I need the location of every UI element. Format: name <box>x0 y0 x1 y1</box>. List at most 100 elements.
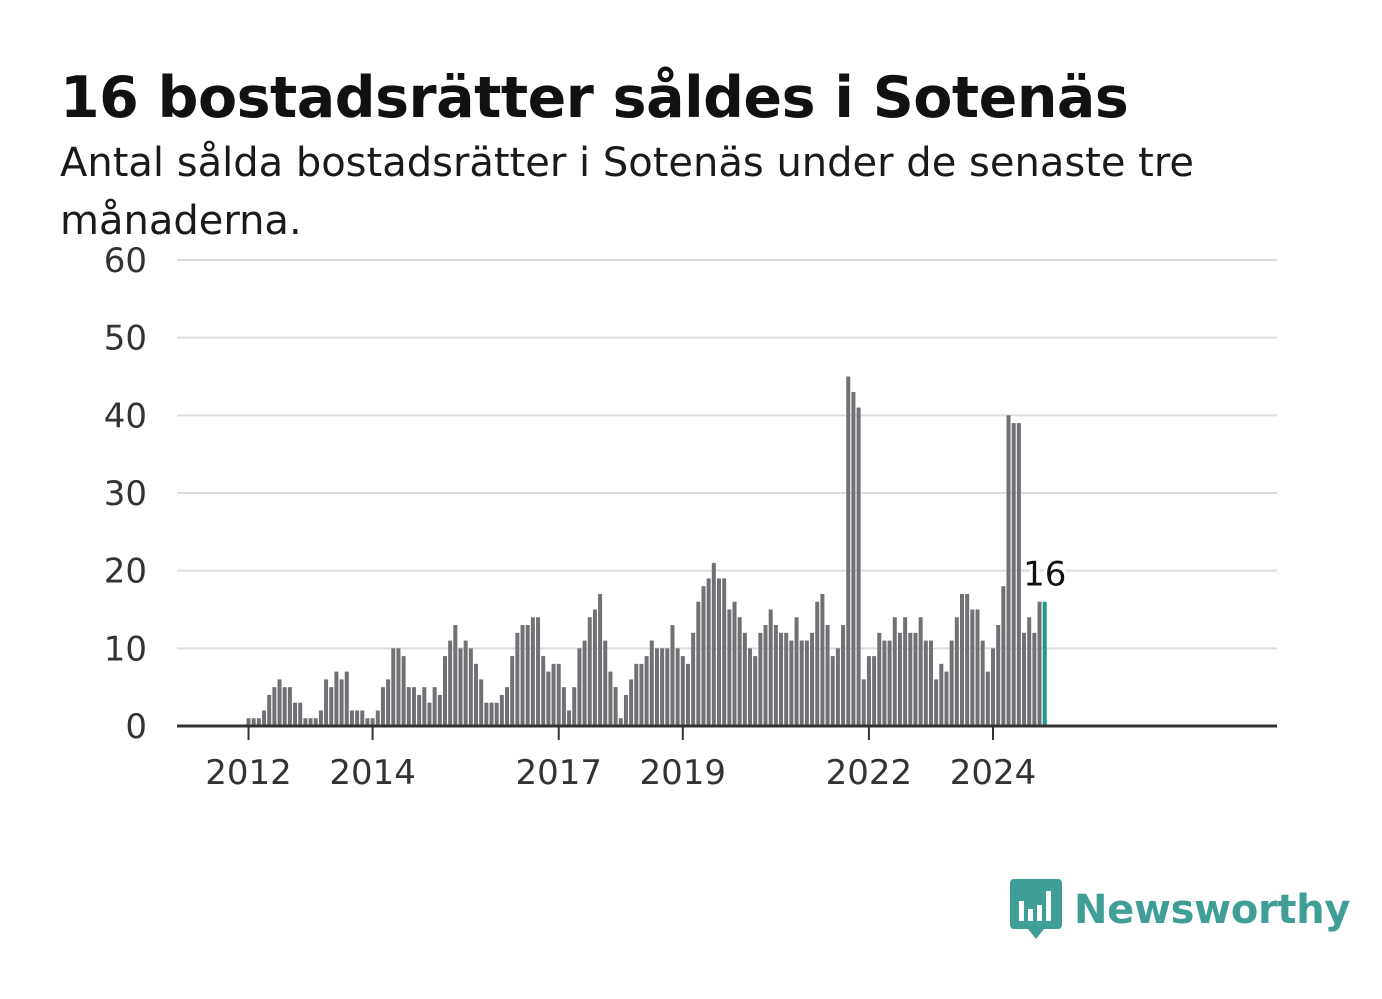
bar <box>670 625 675 726</box>
bar <box>380 687 385 726</box>
bar <box>489 702 494 726</box>
bar <box>437 694 442 726</box>
bar <box>618 718 623 726</box>
bar <box>349 710 354 726</box>
bar <box>639 663 644 726</box>
bar <box>360 710 365 726</box>
bar <box>810 632 815 726</box>
bar <box>344 671 349 726</box>
bar <box>866 656 871 726</box>
bar <box>742 632 747 726</box>
bar <box>748 648 753 726</box>
bar <box>629 679 634 726</box>
bar <box>474 663 479 726</box>
bar <box>799 640 804 726</box>
bar <box>887 640 892 726</box>
bar <box>965 593 970 726</box>
bar <box>561 687 566 726</box>
bar <box>308 718 313 726</box>
bar <box>851 392 856 726</box>
bar <box>717 578 721 726</box>
bar <box>763 625 768 726</box>
bar <box>494 702 499 726</box>
bar <box>313 718 318 726</box>
bar <box>934 679 939 726</box>
bar <box>448 640 453 726</box>
bar <box>954 617 959 726</box>
bar <box>587 617 592 726</box>
bar <box>406 687 411 726</box>
bar <box>841 625 846 726</box>
bar <box>530 617 535 726</box>
bar <box>329 687 334 726</box>
bar <box>991 648 996 726</box>
bar-highlight <box>1042 601 1047 726</box>
bar <box>815 601 820 726</box>
bar <box>386 679 391 726</box>
y-tick-label: 30 <box>104 474 147 514</box>
bar <box>613 687 618 726</box>
bar <box>975 609 980 726</box>
bar <box>603 640 608 726</box>
bar <box>882 640 887 726</box>
bar <box>897 632 902 726</box>
bar <box>246 718 251 726</box>
bar <box>463 640 468 726</box>
bar <box>267 694 272 726</box>
bar <box>877 632 882 726</box>
bar <box>660 648 665 726</box>
bar <box>401 656 406 726</box>
y-tick-label: 0 <box>125 707 147 747</box>
bar <box>654 648 659 726</box>
bar <box>1022 632 1027 726</box>
bar <box>582 640 587 726</box>
bar <box>1027 617 1032 726</box>
bar <box>551 663 556 726</box>
bar <box>303 718 308 726</box>
bar <box>980 640 985 726</box>
bar <box>825 625 830 726</box>
bar <box>923 640 928 726</box>
bar <box>675 648 680 726</box>
bar <box>287 687 292 726</box>
bar <box>541 656 546 726</box>
gridlines <box>177 259 1277 650</box>
bar <box>427 702 432 726</box>
bar <box>727 609 732 726</box>
bar <box>680 656 685 726</box>
bar <box>262 710 267 726</box>
bar <box>1037 601 1042 726</box>
bar <box>732 601 737 726</box>
bar <box>711 562 716 726</box>
bar <box>830 656 835 726</box>
bar <box>391 648 396 726</box>
bar <box>396 648 401 726</box>
bar <box>277 679 282 726</box>
bar <box>861 679 866 726</box>
bar <box>318 710 323 726</box>
y-tick-label: 40 <box>104 396 147 436</box>
y-tick-label: 50 <box>104 319 147 359</box>
bar <box>959 593 964 726</box>
bar <box>685 663 690 726</box>
bar <box>701 586 706 726</box>
bar <box>804 640 809 726</box>
bar <box>556 663 561 726</box>
bar <box>567 710 572 726</box>
bar <box>665 648 670 726</box>
bar <box>251 718 256 726</box>
bar <box>1006 415 1011 726</box>
bar <box>696 601 701 726</box>
bar <box>996 625 1001 726</box>
bar <box>872 656 877 726</box>
bar <box>520 625 525 726</box>
bar <box>970 609 975 726</box>
bar <box>949 640 954 726</box>
x-tick-label: 2012 <box>205 753 292 793</box>
bar <box>324 679 329 726</box>
bar <box>758 632 763 726</box>
bar <box>458 648 463 726</box>
bar <box>365 718 370 726</box>
bar <box>282 687 287 726</box>
bar <box>835 648 840 726</box>
